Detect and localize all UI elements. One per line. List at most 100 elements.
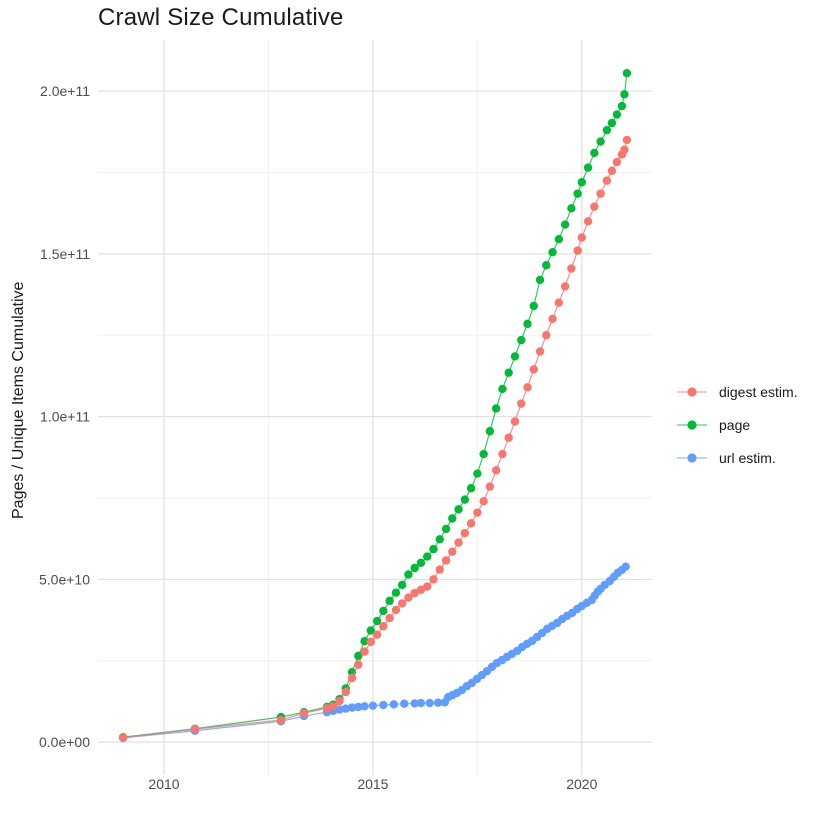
data-point bbox=[621, 562, 630, 571]
data-point bbox=[460, 495, 470, 504]
y-tick-labels: 0.0e+00 5.0e+10 1.0e+11 1.5e+11 2.0e+11 bbox=[39, 83, 90, 750]
data-point bbox=[491, 404, 501, 413]
data-point bbox=[466, 519, 476, 528]
data-point bbox=[567, 264, 576, 273]
data-point bbox=[400, 699, 409, 708]
data-point bbox=[276, 715, 286, 725]
legend-item-page: page bbox=[674, 408, 798, 441]
legend-item-digest-estim: digest estim. bbox=[674, 375, 798, 408]
legend-key-icon bbox=[677, 386, 707, 397]
series-digest-estim bbox=[118, 135, 632, 742]
y-tick-label: 1.5e+11 bbox=[40, 246, 90, 262]
data-point bbox=[548, 248, 557, 257]
data-point bbox=[360, 647, 369, 656]
data-point bbox=[360, 702, 369, 711]
data-point bbox=[612, 157, 622, 167]
data-point bbox=[485, 427, 495, 436]
data-point bbox=[535, 347, 545, 356]
gridlines bbox=[98, 40, 652, 775]
series-url-estim bbox=[118, 562, 630, 743]
chart-title: Crawl Size Cumulative bbox=[98, 4, 344, 31]
legend-label: page bbox=[719, 416, 751, 433]
data-point bbox=[498, 384, 507, 394]
data-point bbox=[523, 319, 532, 329]
data-point bbox=[473, 508, 482, 517]
data-point bbox=[397, 599, 407, 608]
x-tick-label: 2010 bbox=[148, 776, 179, 792]
data-point bbox=[404, 570, 413, 579]
x-tick-label: 2015 bbox=[357, 776, 388, 792]
data-point bbox=[423, 582, 432, 591]
data-point bbox=[372, 616, 382, 626]
data-point bbox=[596, 189, 605, 198]
x-tick-label: 2020 bbox=[566, 776, 597, 792]
data-point bbox=[379, 700, 388, 710]
data-point bbox=[335, 705, 344, 714]
data-point bbox=[504, 433, 513, 442]
data-point bbox=[429, 575, 438, 584]
data-point bbox=[590, 202, 599, 211]
data-point bbox=[473, 469, 482, 478]
data-point bbox=[620, 145, 629, 154]
data-point bbox=[607, 166, 617, 176]
data-point bbox=[435, 565, 444, 574]
data-point bbox=[410, 563, 419, 573]
data-point bbox=[416, 585, 426, 594]
data-point bbox=[602, 125, 612, 135]
data-point bbox=[410, 699, 419, 708]
data-point bbox=[542, 331, 551, 340]
data-point bbox=[190, 724, 200, 734]
data-point bbox=[485, 482, 495, 491]
data-point bbox=[517, 399, 526, 408]
data-point bbox=[366, 626, 376, 635]
data-point bbox=[397, 580, 407, 590]
data-point bbox=[385, 596, 394, 606]
data-point bbox=[385, 613, 394, 623]
data-point bbox=[622, 135, 632, 145]
data-point bbox=[510, 352, 520, 361]
data-point bbox=[620, 90, 629, 99]
data-point bbox=[425, 698, 434, 708]
data-point bbox=[416, 558, 426, 567]
data-point bbox=[454, 538, 463, 547]
data-point bbox=[517, 335, 526, 345]
data-point bbox=[583, 163, 593, 172]
data-point bbox=[573, 246, 582, 255]
series-line bbox=[123, 566, 627, 739]
data-point bbox=[560, 220, 570, 229]
data-point bbox=[622, 69, 632, 78]
data-point bbox=[379, 622, 388, 631]
data-point bbox=[479, 449, 488, 459]
legend-key-icon bbox=[677, 419, 707, 430]
legend: digest estim. page url estim. bbox=[674, 375, 798, 474]
data-point bbox=[548, 314, 557, 324]
data-point bbox=[542, 261, 551, 270]
data-point bbox=[523, 383, 532, 392]
data-point bbox=[389, 700, 399, 709]
data-point bbox=[577, 178, 587, 187]
data-point bbox=[354, 702, 363, 712]
data-point bbox=[410, 588, 419, 598]
data-point bbox=[441, 524, 451, 534]
data-point bbox=[554, 235, 564, 244]
data-point bbox=[372, 630, 382, 639]
y-tick-label: 0.0e+00 bbox=[39, 734, 90, 750]
data-point bbox=[602, 176, 612, 185]
data-point bbox=[118, 733, 128, 742]
data-point bbox=[448, 514, 457, 523]
data-point bbox=[341, 704, 350, 713]
data-point bbox=[596, 137, 605, 146]
data-point bbox=[448, 547, 457, 556]
data-point bbox=[347, 673, 357, 683]
data-point bbox=[466, 484, 476, 493]
data-point bbox=[391, 605, 401, 615]
data-point bbox=[360, 637, 369, 646]
legend-key-icon bbox=[677, 452, 707, 463]
data-point bbox=[423, 552, 432, 561]
data-point bbox=[433, 698, 443, 707]
data-point bbox=[590, 148, 599, 158]
data-point bbox=[379, 606, 388, 616]
data-point bbox=[560, 282, 570, 291]
data-point bbox=[429, 544, 438, 554]
